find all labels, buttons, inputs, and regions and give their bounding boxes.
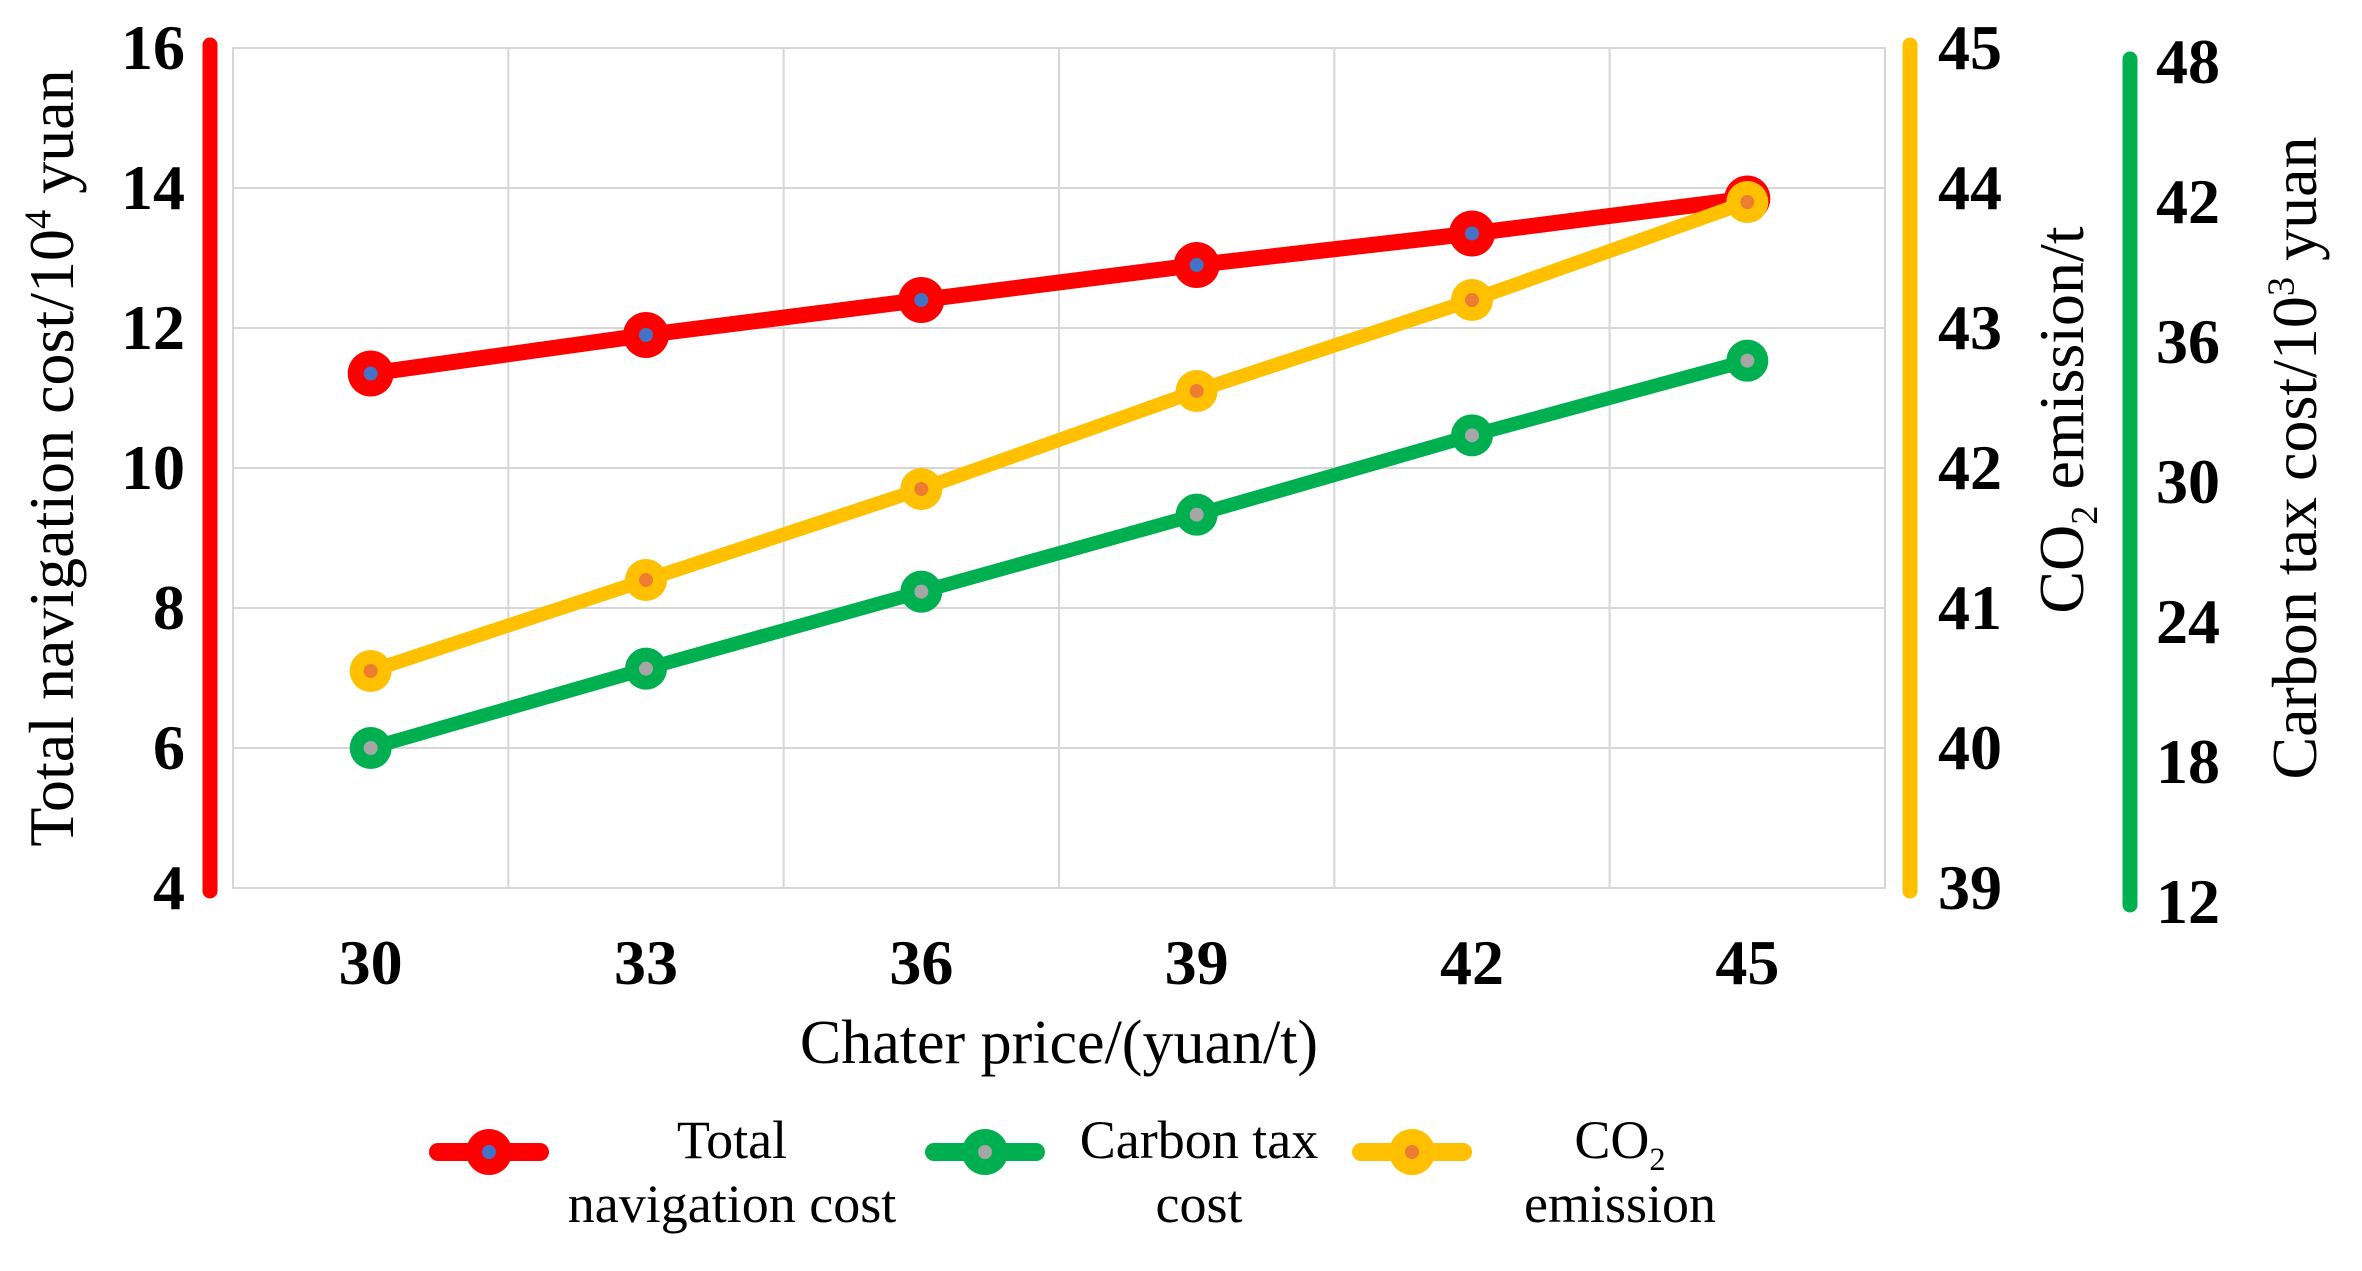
data-point-center-dot <box>1465 293 1479 307</box>
legend-label-line1: Total <box>676 1110 788 1170</box>
co2-axis-tick: 43 <box>1938 292 2002 363</box>
co2-axis-tick: 40 <box>1938 712 2002 783</box>
legend-co2-subscript: 2 <box>1649 1141 1666 1178</box>
x-axis-tick: 42 <box>1440 927 1504 998</box>
legend-label-line2: emission <box>1523 1174 1716 1234</box>
data-point-center-dot <box>363 366 378 381</box>
co2-axis-title-subscript: 2 <box>2063 505 2106 525</box>
data-point-center-dot <box>914 584 929 599</box>
data-point-center-dot <box>914 293 929 307</box>
legend-marker-carbon-tax-cost <box>925 1122 1045 1182</box>
legend-label-line2: navigation cost <box>567 1174 897 1234</box>
data-point-center-dot <box>363 664 378 678</box>
data-point-center-dot <box>1189 384 1204 398</box>
series-line-total-navigation-cost <box>362 190 1756 382</box>
legend-marker-total-navigation-cost <box>429 1122 549 1182</box>
tax-axis-tick: 24 <box>2156 586 2220 657</box>
legend-label-total-navigation-cost: Total navigation cost <box>502 1108 962 1236</box>
left-axis-tick: 10 <box>121 432 185 503</box>
x-axis-title: Chater price/(yuan/t) <box>799 1009 1319 1077</box>
legend-label-line1: Carbon tax <box>1079 1110 1319 1170</box>
data-point-center-dot <box>1465 226 1479 241</box>
co2-axis-tick: 45 <box>1938 12 2002 83</box>
tax-axis-tick: 48 <box>2156 26 2220 97</box>
data-point-center-dot <box>639 328 653 342</box>
data-point-center-dot <box>1740 353 1755 368</box>
legend-label-line2: cost <box>1155 1174 1243 1234</box>
legend-point-dot-green <box>978 1145 992 1159</box>
left-axis-tick: 16 <box>121 12 185 83</box>
tax-axis-title-superscript: 3 <box>2260 276 2303 297</box>
left-axis-tick: 6 <box>153 712 185 783</box>
legend-label-line1: CO2 <box>1390 1108 1850 1176</box>
co2-axis-tick: 44 <box>1938 152 2002 223</box>
series-line-co2-emission <box>363 195 1755 678</box>
left-axis-tick: 12 <box>121 292 185 363</box>
data-point-center-dot <box>639 661 653 676</box>
legend-label-carbon-tax-cost: Carbon tax cost <box>969 1108 1429 1236</box>
tax-axis-tick: 42 <box>2156 166 2220 237</box>
legend-point-dot-yellow <box>1405 1145 1419 1159</box>
x-axis-tick: 39 <box>1164 927 1229 998</box>
legend-label-co2-emission: CO2 emission <box>1390 1108 1850 1236</box>
series-line-carbon-tax-cost <box>363 353 1755 755</box>
data-point-center-dot <box>1465 428 1479 443</box>
data-point-center-dot <box>639 573 653 587</box>
x-axis-tick: 33 <box>614 927 678 998</box>
tax-axis-tick: 30 <box>2156 446 2220 517</box>
tax-axis-tick: 36 <box>2156 306 2220 377</box>
x-axis-tick: 36 <box>889 927 954 998</box>
co2-axis-tick: 39 <box>1938 852 2002 923</box>
tax-axis-tick: 18 <box>2156 726 2220 797</box>
left-axis-tick: 8 <box>153 572 185 643</box>
left-axis-tick: 4 <box>153 852 185 923</box>
data-point-center-dot <box>1740 195 1755 209</box>
legend-point-dot-red <box>482 1145 496 1159</box>
tax-axis-tick: 12 <box>2156 866 2220 937</box>
data-point-center-dot <box>914 482 929 496</box>
x-axis-tick: 45 <box>1715 927 1780 998</box>
co2-axis-tick: 42 <box>1938 432 2002 503</box>
left-axis-tick: 14 <box>121 152 185 223</box>
data-point-center-dot <box>1189 507 1204 522</box>
co2-axis-tick: 41 <box>1938 572 2002 643</box>
x-axis-tick: 30 <box>338 927 403 998</box>
legend-marker-co2-emission <box>1352 1122 1472 1182</box>
data-point-center-dot <box>363 741 378 755</box>
legend-co2-text: CO <box>1574 1110 1650 1170</box>
data-point-center-dot <box>1189 258 1204 272</box>
